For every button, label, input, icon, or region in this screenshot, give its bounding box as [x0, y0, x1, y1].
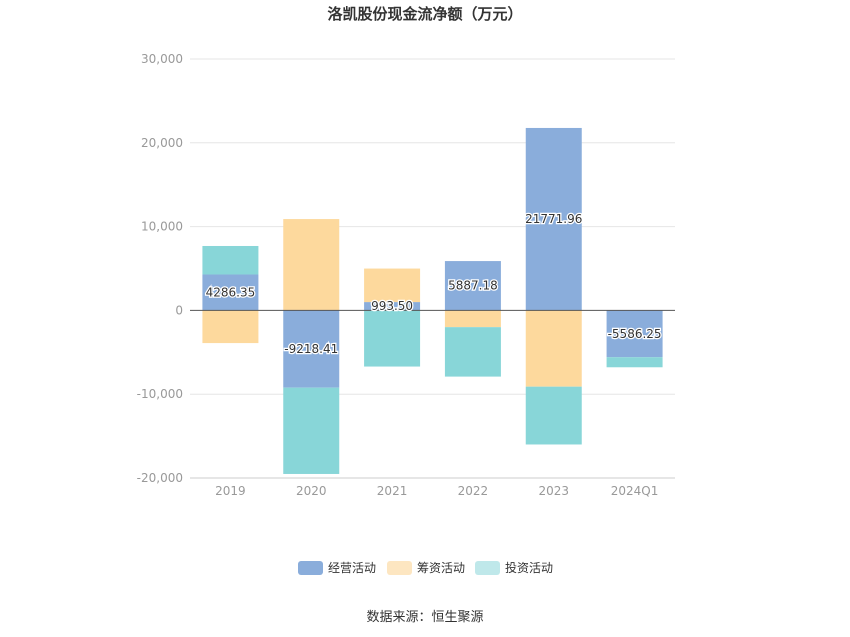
legend-label: 投资活动	[505, 560, 553, 575]
data-label: 993.50	[371, 299, 413, 313]
legend: 经营活动 筹资活动 投资活动	[298, 560, 553, 575]
legend-swatch	[475, 561, 500, 575]
bar-2023-series-2	[525, 386, 582, 445]
bar-2021-series-0	[364, 302, 421, 311]
bar-2022-series-1	[444, 310, 501, 328]
bar-2020-series-2	[283, 387, 340, 474]
bar-2020-series-0	[283, 310, 340, 388]
x-tick-label: 2024Q1	[611, 484, 659, 498]
y-tick-label: 20,000	[141, 136, 183, 150]
legend-label: 经营活动	[328, 561, 376, 575]
x-tick-label: 2021	[377, 484, 408, 498]
bar-2024Q1-series-2	[606, 357, 663, 368]
x-tick-label: 2022	[458, 484, 489, 498]
bar-2019-series-0	[202, 274, 259, 311]
legend-item-2[interactable]: 投资活动	[475, 560, 553, 575]
x-tick-label: 2019	[215, 484, 246, 498]
bar-2021-series-1	[364, 268, 421, 303]
bar-2021-series-2	[364, 310, 421, 367]
y-tick-label: -20,000	[137, 471, 183, 485]
y-tick-label: 10,000	[141, 220, 183, 234]
bar-2019-series-1	[202, 310, 259, 344]
data-label: 5887.18	[448, 279, 498, 293]
bar-2022-series-0	[444, 261, 501, 311]
y-tick-label: 0	[175, 303, 183, 317]
source-note: 数据来源：恒生聚源	[366, 610, 483, 625]
bar-2024Q1-series-0	[606, 310, 663, 358]
legend-label: 筹资活动	[417, 561, 465, 575]
bar-2023-series-0	[525, 127, 582, 311]
bar-2022-series-2	[444, 327, 501, 377]
legend-item-1[interactable]: 筹资活动	[387, 561, 465, 575]
x-tick-label: 2020	[296, 484, 327, 498]
data-label: -9218.41	[284, 342, 338, 356]
chart-title: 洛凯股份现金流净额（万元）	[327, 5, 522, 23]
y-tick-label: 30,000	[141, 52, 183, 66]
grid	[190, 58, 675, 479]
y-tick-label: -10,000	[137, 387, 183, 401]
bars	[202, 127, 663, 474]
legend-swatch	[387, 561, 412, 575]
data-label: 4286.35	[206, 285, 256, 299]
x-tick-label: 2023	[538, 484, 569, 498]
bar-2020-series-1	[283, 219, 340, 311]
legend-swatch	[298, 561, 323, 575]
legend-item-0[interactable]: 经营活动	[298, 561, 376, 575]
y-axis: 30,000 20,000 10,000 0 -10,000 -20,000	[137, 52, 183, 485]
bar-2023-series-1	[525, 310, 582, 387]
data-labels: 4286.35 -9218.41 993.50 5887.18 21771.96 -558…	[204, 211, 662, 357]
data-label: -5586.25	[608, 327, 662, 341]
data-label: 21771.96	[525, 212, 582, 226]
bar-2019-series-2	[202, 245, 259, 275]
x-axis: 2019 2020 2021 2022 2023 2024Q1	[190, 477, 675, 498]
